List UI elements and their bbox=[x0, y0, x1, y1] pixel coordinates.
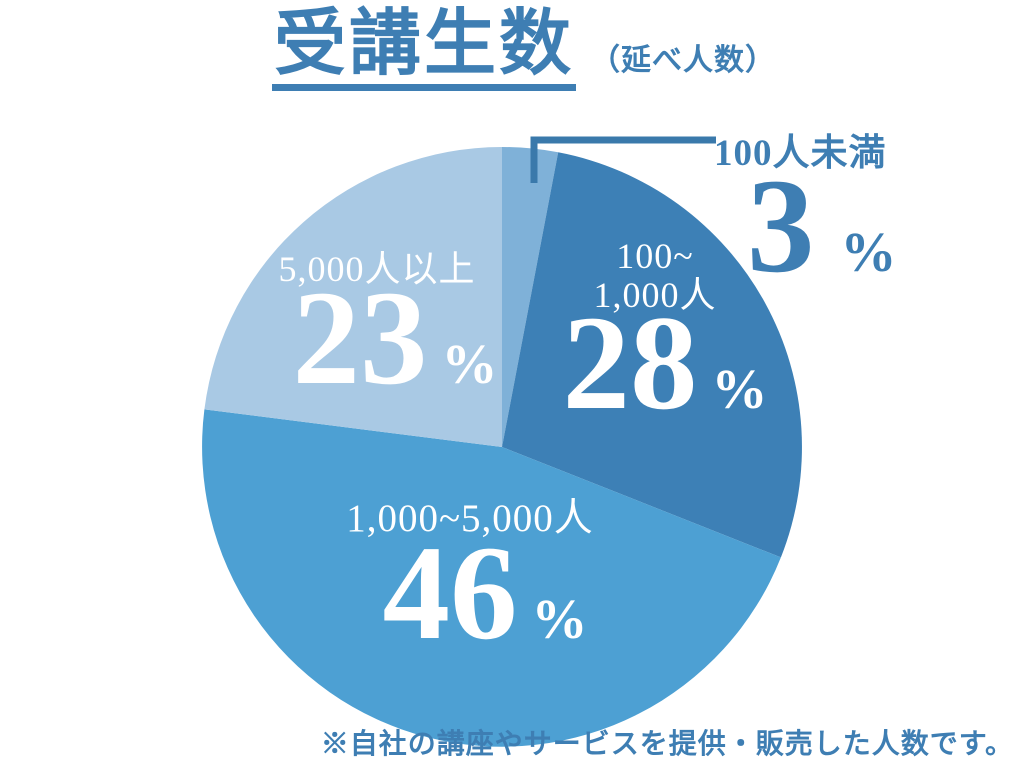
slice-value-100-1000: 28 % bbox=[540, 296, 790, 431]
pie-slice-0 bbox=[502, 147, 559, 447]
slice-label-5000-plus: 5,000人以上 bbox=[278, 249, 476, 289]
slice-label-100-1000: 100~ 1,000人 bbox=[540, 237, 770, 315]
slice-percent-value: 46 bbox=[382, 519, 518, 668]
slice-label-1000-5000: 1,000~5,000人 bbox=[346, 497, 594, 540]
pie-slice-2 bbox=[202, 409, 781, 747]
slice-value-under-100: 3 % bbox=[747, 159, 937, 294]
pie-slice-1 bbox=[502, 152, 802, 558]
slice-value-5000-plus: 23 % bbox=[265, 271, 525, 406]
slice-percent-value: 28 bbox=[562, 289, 698, 438]
page-title: 受講生数 bbox=[271, 5, 576, 91]
header: 受講生数 （延べ人数） bbox=[12, 5, 1024, 91]
pie-slice-3 bbox=[204, 147, 502, 447]
percent-sign: % bbox=[531, 589, 588, 651]
percent-sign: % bbox=[711, 359, 768, 421]
footnote: ※自社の講座やサービスを提供・販売した人数です。 bbox=[320, 729, 1014, 760]
slice-percent-value: 23 bbox=[292, 264, 428, 413]
slice-percent-value: 3 bbox=[747, 152, 815, 301]
slice-value-1000-5000: 46 % bbox=[330, 526, 640, 661]
slice-label-line2: 1,000人 bbox=[593, 274, 717, 315]
callout-label-under-100: 100人未満 bbox=[714, 133, 887, 174]
percent-sign: % bbox=[441, 334, 498, 396]
percent-sign: % bbox=[840, 222, 897, 284]
callout-line bbox=[530, 136, 716, 183]
slice-label-line1: 100~ bbox=[616, 236, 694, 276]
page-subtitle: （延べ人数） bbox=[590, 43, 776, 77]
